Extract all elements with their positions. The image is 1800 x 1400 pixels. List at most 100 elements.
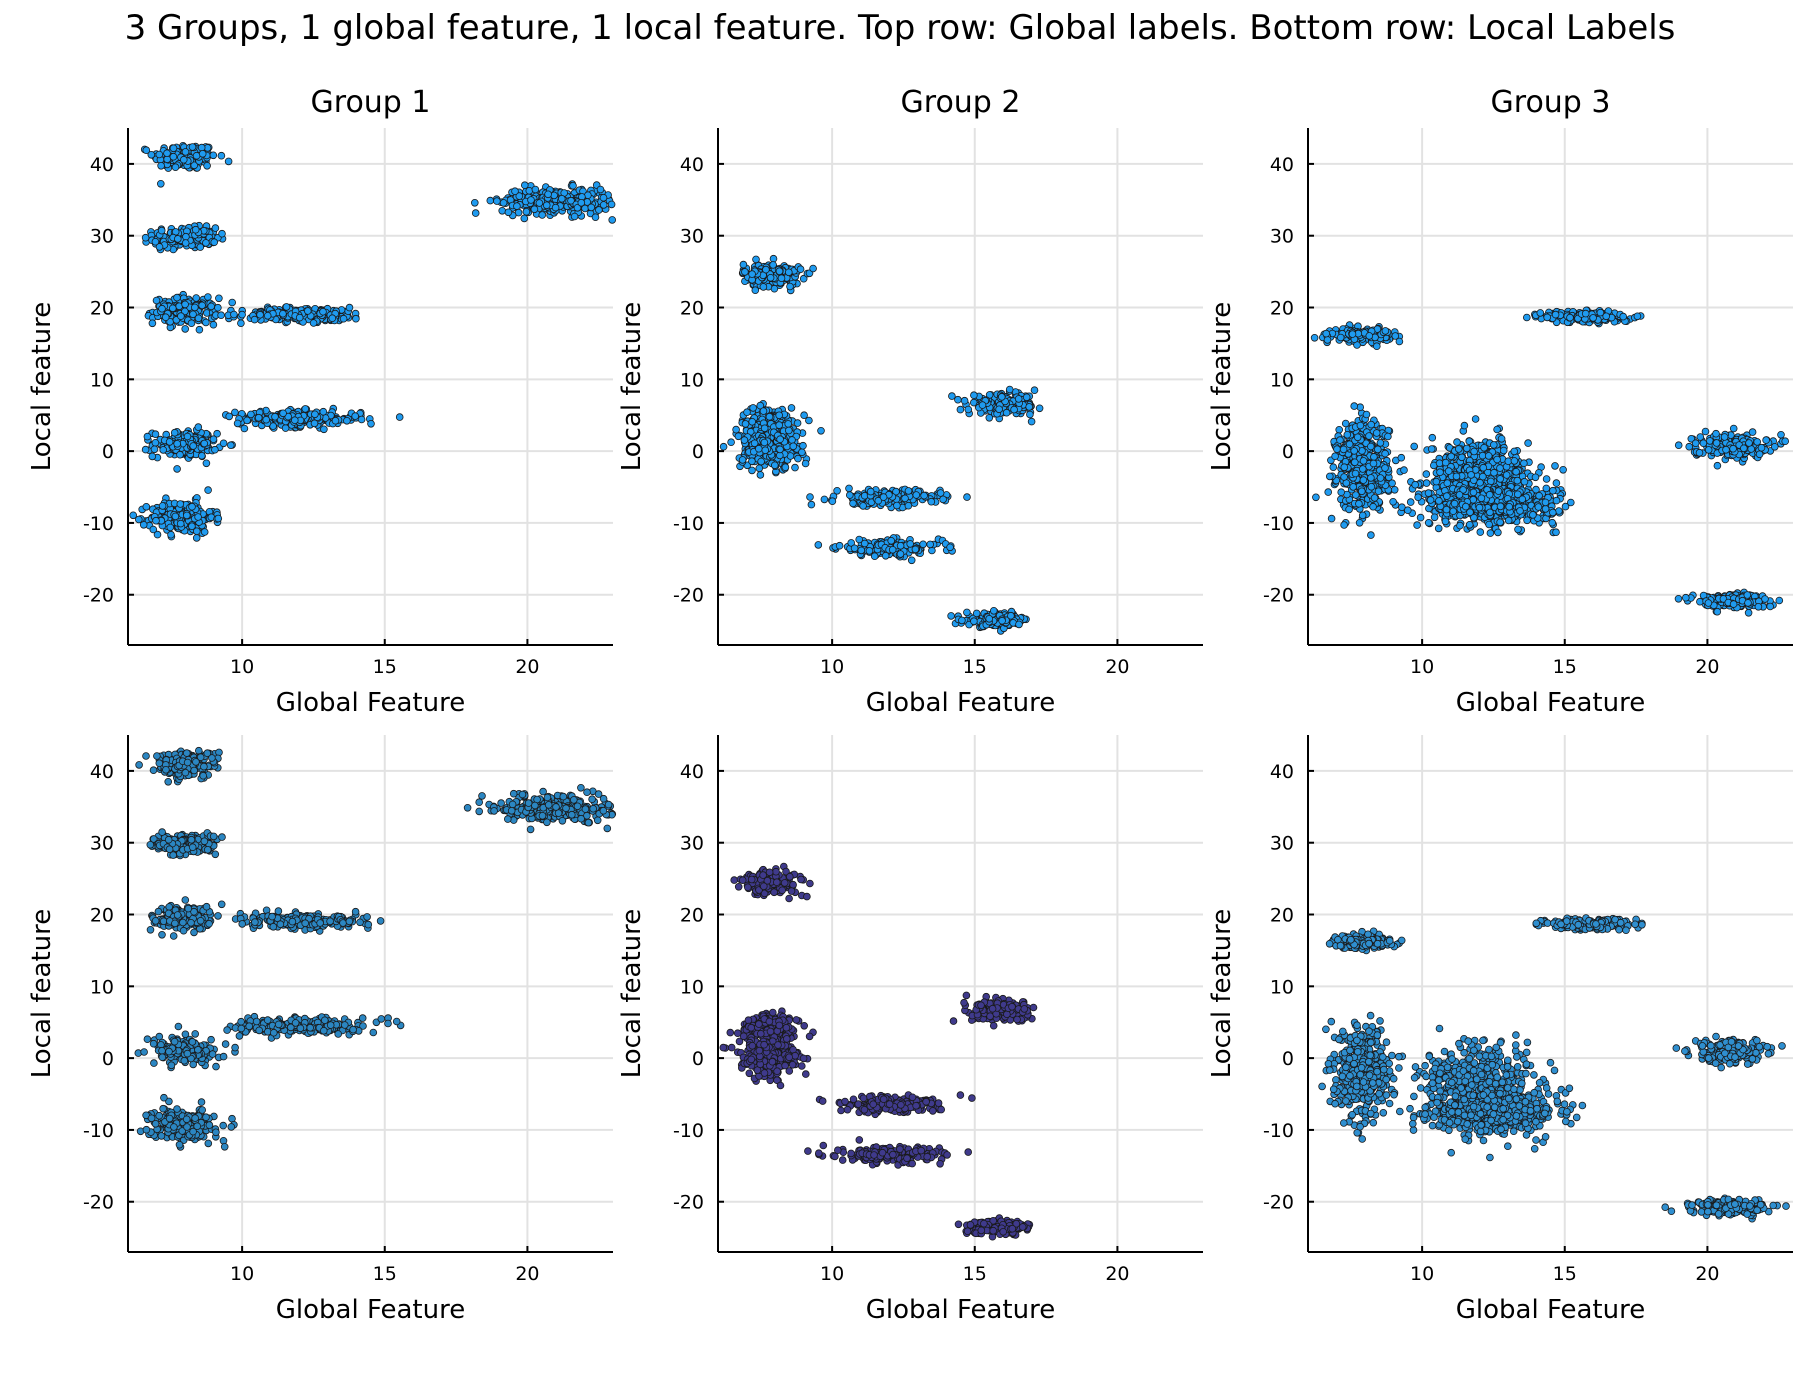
data-point — [181, 300, 189, 309]
x-tick-label: 20 — [1105, 656, 1129, 678]
data-point — [177, 312, 185, 320]
data-point — [290, 416, 299, 425]
data-point — [1367, 420, 1375, 429]
data-point — [367, 419, 375, 428]
data-point — [1427, 445, 1436, 453]
data-point — [755, 464, 764, 473]
data-point — [240, 424, 249, 433]
data-point — [1485, 520, 1493, 529]
data-point — [766, 273, 775, 282]
data-point — [1026, 410, 1034, 419]
data-point — [163, 149, 171, 158]
data-point — [486, 196, 495, 205]
data-point — [1442, 505, 1451, 514]
data-point — [1005, 385, 1014, 394]
data-point — [1441, 517, 1450, 526]
data-point — [149, 525, 158, 534]
data-point — [311, 410, 319, 419]
data-point — [1322, 329, 1330, 338]
data-point — [191, 303, 199, 312]
data-point — [1496, 464, 1504, 472]
data-point — [743, 408, 751, 417]
data-point — [1365, 432, 1373, 440]
data-point — [946, 543, 954, 552]
data-point — [202, 318, 210, 327]
data-point — [1552, 496, 1561, 505]
data-point — [148, 452, 157, 461]
data-point — [1331, 452, 1339, 461]
data-point — [209, 435, 218, 444]
data-point — [738, 456, 747, 464]
data-point — [182, 232, 190, 241]
data-point — [513, 202, 521, 210]
data-point — [181, 239, 190, 247]
data-point — [1376, 439, 1385, 447]
data-point — [798, 448, 806, 457]
y-tick-label: 10 — [680, 369, 704, 391]
data-point — [1351, 458, 1359, 467]
data-point — [1504, 516, 1513, 525]
data-point — [204, 293, 212, 301]
data-point — [279, 309, 287, 318]
data-point — [1014, 395, 1023, 403]
data-point — [1460, 421, 1469, 430]
data-point — [599, 193, 608, 202]
data-point — [1355, 499, 1363, 508]
data-point — [176, 450, 184, 459]
data-point — [176, 519, 185, 528]
data-point — [1470, 447, 1478, 456]
data-point — [551, 203, 560, 212]
data-point — [198, 301, 206, 310]
data-point — [1359, 476, 1368, 484]
data-point — [148, 319, 157, 328]
data-point — [1422, 470, 1431, 478]
data-point — [224, 157, 233, 166]
data-point — [926, 540, 934, 549]
data-point — [165, 438, 174, 446]
data-point — [1458, 453, 1466, 462]
data-point — [963, 493, 971, 501]
data-point — [1376, 474, 1385, 482]
data-point — [188, 522, 196, 530]
data-point — [879, 493, 888, 501]
data-point — [781, 463, 790, 472]
data-point — [544, 190, 552, 199]
data-point — [520, 181, 529, 190]
data-point — [1355, 518, 1364, 527]
data-point — [159, 446, 168, 454]
data-point — [1497, 434, 1506, 443]
data-point — [173, 293, 181, 302]
data-point — [739, 260, 748, 269]
data-point — [1496, 518, 1504, 527]
data-point — [1551, 462, 1559, 470]
data-point — [1340, 521, 1348, 529]
data-point — [152, 296, 161, 305]
y-tick-label: 0 — [102, 441, 114, 463]
data-point — [859, 502, 867, 510]
data-point — [1323, 336, 1332, 344]
x-tick-label: 20 — [515, 656, 539, 678]
data-point — [1388, 479, 1396, 488]
data-point — [161, 313, 170, 322]
data-point — [732, 425, 740, 434]
data-point — [209, 320, 218, 329]
data-point — [794, 454, 802, 463]
data-point — [197, 143, 206, 152]
data-point — [912, 491, 921, 499]
data-point — [939, 495, 947, 504]
data-point — [1381, 464, 1389, 472]
data-point — [893, 501, 901, 510]
data-point — [776, 445, 784, 454]
data-point — [752, 255, 760, 264]
data-point — [1359, 457, 1368, 465]
data-point — [233, 419, 242, 428]
data-point — [865, 547, 874, 555]
data-point — [1422, 479, 1431, 487]
data-point — [150, 445, 159, 454]
data-point — [1455, 445, 1463, 453]
data-point — [1432, 477, 1441, 486]
data-point — [135, 515, 143, 524]
data-point — [608, 216, 616, 224]
data-point — [860, 539, 869, 548]
